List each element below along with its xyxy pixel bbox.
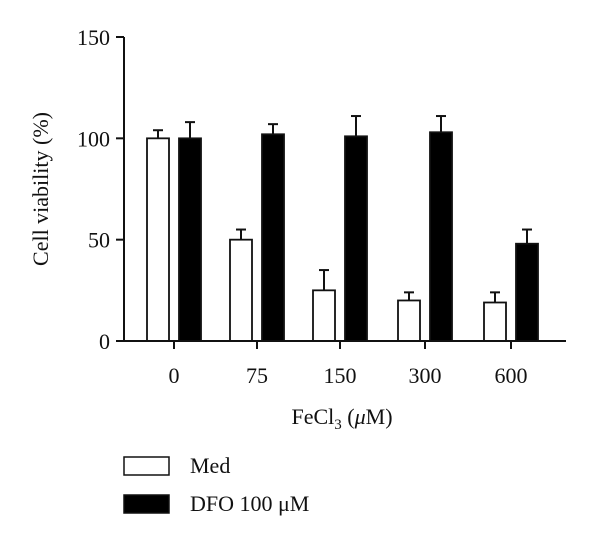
bar-med-0: [146, 137, 170, 342]
legend-label-med: Med: [190, 453, 230, 478]
y-tick-label-150: 150: [77, 25, 110, 50]
y-ticks: 0 50 100 150: [77, 25, 124, 354]
x-tick-label-0: 0: [169, 363, 180, 388]
x-ticks: 0 75 150 300 600: [169, 341, 528, 388]
bar-dfo-150: [344, 135, 368, 342]
x-axis-label: FeCl3 (μM): [291, 404, 392, 433]
bar-med-300: [397, 299, 421, 342]
bar-med-150: [312, 289, 336, 342]
x-tick-label-300: 300: [409, 363, 442, 388]
bars-layer: [146, 131, 539, 342]
y-axis-label: Cell viability (%): [28, 112, 53, 266]
x-axis-label-mu: μ: [354, 404, 366, 429]
y-tick-label-0: 0: [99, 329, 110, 354]
bar-dfo-600: [515, 242, 539, 342]
x-axis-label-prefix: FeCl: [291, 404, 334, 429]
bar-dfo-300: [429, 131, 453, 342]
legend-swatch-med: [123, 456, 170, 476]
x-tick-label-600: 600: [495, 363, 528, 388]
y-tick-label-50: 50: [88, 228, 110, 253]
x-axis-label-suffix: (: [342, 404, 355, 429]
bar-med-75: [229, 238, 253, 342]
error-bars-layer: [153, 115, 532, 303]
bar-med-600: [483, 301, 507, 342]
x-axis-label-unit: M): [366, 404, 393, 429]
y-tick-label-100: 100: [77, 126, 110, 151]
x-axis-label-subscript: 3: [334, 417, 342, 433]
legend: Med DFO 100 μM: [123, 453, 309, 516]
legend-label-dfo: DFO 100 μM: [190, 491, 309, 516]
axes: [123, 37, 566, 342]
x-tick-label-150: 150: [324, 363, 357, 388]
bar-dfo-75: [261, 133, 285, 342]
bar-dfo-0: [178, 137, 202, 342]
x-tick-label-75: 75: [246, 363, 268, 388]
legend-swatch-dfo: [123, 494, 170, 514]
